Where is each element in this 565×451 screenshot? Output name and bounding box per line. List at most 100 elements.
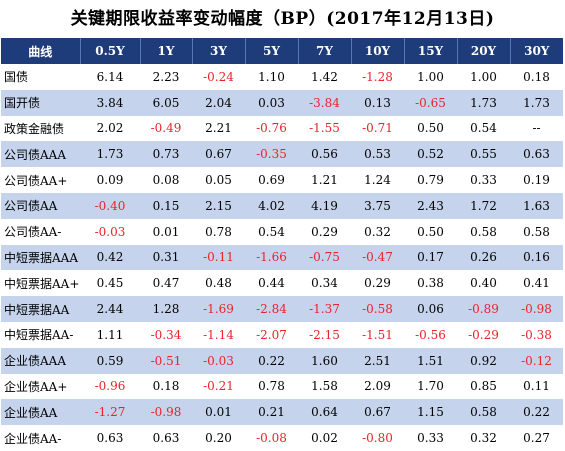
table-cell: -2.84: [245, 296, 298, 322]
table-cell: -0.38: [521, 327, 552, 342]
table-cell: -0.71: [362, 121, 393, 136]
table-cell: 0.59: [80, 347, 140, 374]
table-cell: 1.42: [311, 69, 338, 84]
table-cell: 0.33: [470, 173, 497, 188]
table-cell: -0.47: [351, 244, 404, 271]
table-cell: -0.89: [457, 296, 510, 322]
table-cell: 1.11: [96, 327, 124, 342]
table-cell: -3.84: [298, 89, 351, 116]
table-row: 企业债AA+ -0.96 0.18 -0.21 0.78 1.58 2.09 1.70 0.85…: [1, 374, 563, 400]
table-cell: 1.73: [80, 141, 140, 168]
table-cell: 0.17: [404, 244, 457, 271]
row-label: 企业债AA: [1, 399, 80, 426]
table-cell: 0.08: [152, 173, 180, 188]
table-cell: 1.63: [510, 192, 563, 219]
table-row: 中短票据AA- 1.11 -0.34 -1.14 -2.07 -2.15 -1.51 -0.5…: [1, 322, 563, 348]
table-cell: 0.50: [417, 224, 444, 239]
table-cell: 0.53: [351, 141, 404, 168]
table-cell: 0.22: [245, 347, 298, 374]
table-cell: 2.02: [96, 121, 124, 136]
table-cell: 1.10: [258, 69, 285, 84]
table-cell: 0.15: [140, 192, 192, 219]
table-cell: 2.15: [192, 192, 245, 219]
table-cell: -0.35: [245, 141, 298, 168]
header-cell-5y: 5Y: [245, 38, 299, 64]
table-cell: 1.58: [311, 379, 338, 394]
table-cell: -0.29: [468, 327, 499, 342]
table-cell: 1.21: [311, 173, 338, 188]
table-cell: -1.69: [192, 296, 245, 322]
table-cell: 0.05: [205, 173, 232, 188]
table-row: 公司债AA+ 0.09 0.08 0.05 0.69 1.21 1.24 0.79 0.33 0.…: [1, 167, 563, 193]
table-cell: 0.27: [523, 431, 550, 446]
yield-change-table: 曲线 0.5Y 1Y 3Y 5Y 7Y 10Y 15Y 20Y 30Y 国债 6.…: [1, 38, 563, 451]
table-cell: 0.09: [96, 173, 124, 188]
table-cell: 0.50: [417, 121, 444, 136]
row-label: 企业债AA-: [4, 431, 62, 446]
table-cell: 0.78: [205, 224, 232, 239]
table-cell: 0.18: [152, 379, 180, 394]
table-cell: 0.21: [245, 399, 298, 426]
table-row: 企业债AA -1.27 -0.98 0.01 0.21 0.64 0.67 1.15 0.58 0…: [1, 399, 563, 426]
table-row: 公司债AA- -0.03 0.01 0.78 0.54 0.29 0.32 0.50 0.58 0…: [1, 219, 563, 245]
table-body: 国债 6.14 2.23 -0.24 1.10 1.42 -1.28 1.00 1.00 0.18…: [1, 64, 563, 451]
header-cell-7y: 7Y: [298, 38, 352, 64]
row-label: 公司债AA+: [4, 173, 68, 188]
table-cell: -0.51: [140, 347, 192, 374]
header-row: 曲线 0.5Y 1Y 3Y 5Y 7Y 10Y 15Y 20Y 30Y: [1, 38, 563, 64]
table-cell: 0.22: [510, 399, 563, 426]
table-cell: -1.28: [362, 69, 393, 84]
table-cell: 0.31: [140, 244, 192, 271]
table-cell: 0.54: [470, 121, 497, 136]
table-cell: 6.05: [140, 89, 192, 116]
table-cell: 1.00: [417, 69, 444, 84]
header-cell-30y: 30Y: [510, 38, 563, 64]
table-cell: 0.58: [470, 224, 497, 239]
table-cell: 1.70: [417, 379, 444, 394]
table-cell: 0.20: [205, 431, 232, 446]
table-cell: 0.33: [417, 431, 444, 446]
table-cell: 0.69: [258, 173, 285, 188]
row-label: 公司债AAA: [1, 141, 80, 168]
table-cell: 0.29: [364, 276, 391, 291]
row-label: 国债: [4, 70, 29, 85]
table-cell: -0.56: [415, 327, 446, 342]
table-cell: -1.66: [245, 244, 298, 271]
table-row: 政策金融债 2.02 -0.49 2.21 -0.76 -1.55 -0.71 0.50 0.5…: [1, 116, 563, 142]
table-cell: 4.19: [298, 192, 351, 219]
table-cell: 0.13: [351, 89, 404, 116]
table-cell: -0.65: [404, 89, 457, 116]
table-cell: -1.55: [309, 121, 340, 136]
table-cell: -0.11: [192, 244, 245, 271]
table-cell: 0.34: [311, 276, 338, 291]
header-cell-3y: 3Y: [192, 38, 246, 64]
table-cell: 0.45: [96, 276, 124, 291]
table-cell: 0.56: [298, 141, 351, 168]
table-cell: 0.79: [417, 173, 444, 188]
table-cell: -0.98: [510, 296, 563, 322]
table-cell: -0.08: [256, 431, 287, 446]
table-cell: -0.03: [94, 224, 126, 239]
table-cell: 0.55: [457, 141, 510, 168]
table-cell: 3.75: [351, 192, 404, 219]
table-cell: -0.58: [351, 296, 404, 322]
table-cell: 0.01: [192, 399, 245, 426]
table-cell: 4.02: [245, 192, 298, 219]
table-cell: 0.38: [417, 276, 444, 291]
table-cell: 0.41: [523, 276, 550, 291]
table-cell: 0.01: [152, 224, 180, 239]
table-cell: -0.98: [140, 399, 192, 426]
table-cell: 1.73: [457, 89, 510, 116]
header-cell-10y: 10Y: [351, 38, 405, 64]
table-cell: 0.73: [140, 141, 192, 168]
table-cell: 0.18: [523, 69, 550, 84]
table-cell: 0.58: [457, 399, 510, 426]
header-cell-1y: 1Y: [140, 38, 193, 64]
table-cell: -1.14: [203, 327, 234, 342]
table-cell: 2.21: [205, 121, 232, 136]
table-cell: -1.27: [80, 399, 140, 426]
row-label: 中短票据AAA: [1, 244, 80, 271]
table-cell: -0.40: [80, 192, 140, 219]
header-cell-curve: 曲线: [1, 38, 81, 64]
